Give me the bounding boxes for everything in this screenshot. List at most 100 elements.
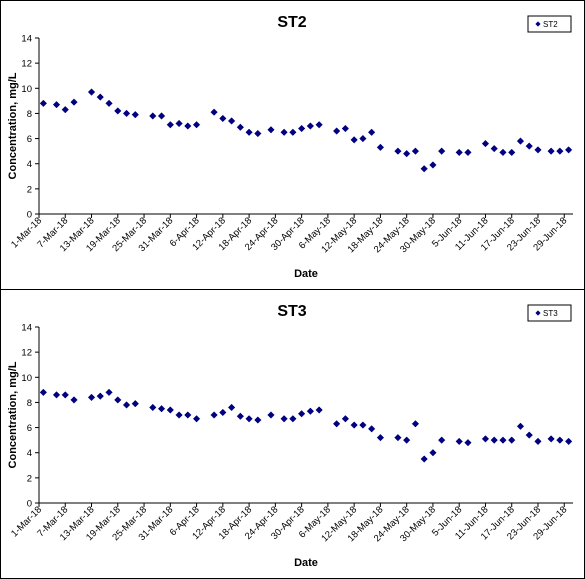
data-point xyxy=(114,107,122,115)
x-axis-label: Date xyxy=(294,268,318,280)
data-point xyxy=(52,100,61,109)
data-point xyxy=(280,415,288,423)
data-point xyxy=(332,127,341,135)
data-point xyxy=(96,93,104,101)
legend-label: ST2 xyxy=(543,20,558,29)
data-point xyxy=(455,148,463,157)
chart-title: ST3 xyxy=(277,303,306,320)
data-point xyxy=(87,88,96,96)
data-point xyxy=(315,406,323,414)
data-point xyxy=(210,411,218,419)
data-point xyxy=(166,121,174,129)
data-point xyxy=(490,144,498,153)
legend-marker-icon xyxy=(535,310,541,316)
data-point xyxy=(411,147,420,155)
data-point xyxy=(332,420,341,428)
data-point xyxy=(289,415,297,423)
y-tick-label: 10 xyxy=(21,373,32,384)
y-tick-label: 4 xyxy=(27,159,32,170)
data-point xyxy=(508,436,516,444)
data-point xyxy=(464,439,472,447)
legend-box xyxy=(527,15,572,33)
data-point xyxy=(350,421,358,429)
data-point xyxy=(306,122,315,130)
data-point xyxy=(289,128,297,136)
data-point xyxy=(192,415,201,423)
data-point xyxy=(39,99,48,108)
data-point xyxy=(70,98,78,106)
data-point xyxy=(499,148,507,157)
data-point xyxy=(564,437,573,446)
y-tick-label: 6 xyxy=(27,134,32,145)
data-point xyxy=(525,142,533,150)
data-point xyxy=(105,388,113,397)
data-point xyxy=(564,146,573,154)
data-point xyxy=(359,421,367,429)
data-point xyxy=(394,433,402,442)
y-tick-label: 0 xyxy=(27,210,32,221)
data-point xyxy=(481,435,490,443)
data-point xyxy=(122,401,131,409)
data-point xyxy=(455,437,463,446)
data-point xyxy=(61,391,69,399)
data-point xyxy=(267,411,275,419)
data-point xyxy=(297,124,306,133)
data-point xyxy=(464,148,472,157)
data-point xyxy=(149,112,157,120)
data-point xyxy=(438,147,446,155)
data-point xyxy=(376,433,385,442)
data-point xyxy=(52,391,61,399)
data-point xyxy=(219,114,227,123)
data-point xyxy=(341,124,350,133)
data-point xyxy=(236,123,244,131)
data-point xyxy=(131,111,139,119)
data-point xyxy=(114,396,122,404)
y-tick-label: 12 xyxy=(21,59,32,70)
data-point xyxy=(556,147,564,155)
y-axis-label: Concentration, mg/L xyxy=(7,72,19,179)
data-point xyxy=(368,128,376,136)
data-point xyxy=(184,122,192,130)
data-point xyxy=(420,165,428,173)
chart-st3-svg: ST3024681012141-Mar-187-Mar-1813-Mar-181… xyxy=(7,303,573,569)
data-point xyxy=(516,137,525,145)
data-point xyxy=(175,119,183,128)
data-point xyxy=(534,437,542,446)
legend: ST2 xyxy=(527,15,572,33)
data-point xyxy=(184,411,192,419)
y-axis-label: Concentration, mg/L xyxy=(7,361,19,468)
data-point xyxy=(70,396,78,404)
legend: ST3 xyxy=(527,304,572,322)
data-point xyxy=(87,393,96,402)
data-point xyxy=(39,388,48,397)
data-point xyxy=(516,422,525,430)
chart-panel-st2: ST2 0 2 4 6 8 10 12 14 1-Mar-18 7-Mar-18 13-Mar-18 1… xyxy=(0,0,585,290)
y-tick-label: 10 xyxy=(21,84,32,95)
legend-label: ST3 xyxy=(543,309,558,318)
y-tick-label: 6 xyxy=(27,423,32,434)
data-point xyxy=(254,129,262,138)
legend-marker-icon xyxy=(535,21,541,27)
data-point xyxy=(227,117,236,125)
data-point xyxy=(315,121,323,129)
data-point xyxy=(490,436,498,444)
data-point xyxy=(267,126,275,134)
data-point xyxy=(420,455,428,463)
y-tick-label: 0 xyxy=(27,499,32,510)
data-point xyxy=(556,436,564,444)
y-tick-label: 8 xyxy=(27,398,32,409)
data-point xyxy=(547,435,555,443)
data-point xyxy=(105,99,113,108)
data-point xyxy=(245,415,253,423)
data-point xyxy=(411,420,420,428)
y-tick-label: 2 xyxy=(27,473,32,484)
data-point xyxy=(122,109,131,118)
data-point xyxy=(157,112,166,120)
y-tick-label: 2 xyxy=(27,184,32,195)
y-tick-label: 4 xyxy=(27,448,32,459)
data-point xyxy=(534,146,542,154)
data-point xyxy=(499,436,507,444)
data-point xyxy=(245,128,253,136)
data-point xyxy=(306,407,315,415)
data-point xyxy=(429,449,437,457)
